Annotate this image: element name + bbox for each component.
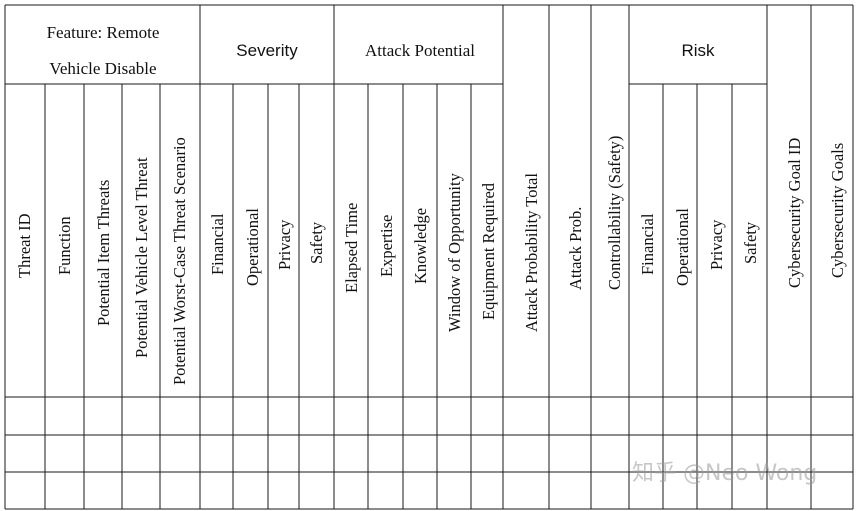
col-potential-vehicle-level-threat: Potential Vehicle Level Threat bbox=[132, 157, 151, 358]
col-attack-prob: Attack Prob. bbox=[566, 207, 585, 290]
table-grid-lines bbox=[4, 4, 854, 510]
col-controllability-safety: Controllability (Safety) bbox=[605, 136, 624, 290]
col-risk-operational: Operational bbox=[673, 208, 692, 286]
col-elapsed-time: Elapsed Time bbox=[342, 203, 361, 293]
severity-header: Severity bbox=[236, 41, 298, 60]
col-equipment-required: Equipment Required bbox=[479, 182, 498, 320]
col-risk-financial: Financial bbox=[638, 213, 657, 275]
col-potential-worst-case-threat-scenario: Potential Worst-Case Threat Scenario bbox=[170, 137, 189, 385]
watermark: 知乎 @Neo Wong bbox=[632, 461, 817, 486]
col-risk-safety: Safety bbox=[741, 221, 760, 264]
feature-header-line2: Vehicle Disable bbox=[49, 59, 156, 78]
col-cybersecurity-goal-id: Cybersecurity Goal ID bbox=[785, 138, 804, 288]
col-function: Function bbox=[55, 216, 74, 275]
col-severity-privacy: Privacy bbox=[275, 219, 294, 270]
col-expertise: Expertise bbox=[377, 215, 396, 277]
col-severity-safety: Safety bbox=[307, 221, 326, 264]
col-knowledge: Knowledge bbox=[411, 208, 430, 284]
col-severity-financial: Financial bbox=[208, 213, 227, 275]
col-cybersecurity-goals: Cybersecurity Goals bbox=[828, 143, 847, 278]
attack-potential-header: Attack Potential bbox=[365, 41, 475, 60]
col-attack-probability-total: Attack Probability Total bbox=[522, 173, 541, 332]
col-threat-id: Threat ID bbox=[15, 213, 34, 278]
col-severity-operational: Operational bbox=[243, 208, 262, 286]
feature-header-line1: Feature: Remote bbox=[47, 23, 160, 42]
col-window-of-opportunity: Window of Opportunity bbox=[445, 172, 464, 332]
risk-header: Risk bbox=[681, 41, 715, 60]
col-risk-privacy: Privacy bbox=[707, 219, 726, 270]
col-potential-item-threats: Potential Item Threats bbox=[94, 180, 113, 326]
